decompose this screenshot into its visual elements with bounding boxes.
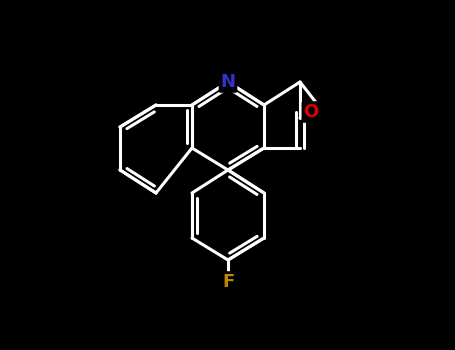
Text: N: N	[221, 73, 236, 91]
Text: F: F	[222, 273, 234, 291]
Text: O: O	[303, 103, 318, 121]
